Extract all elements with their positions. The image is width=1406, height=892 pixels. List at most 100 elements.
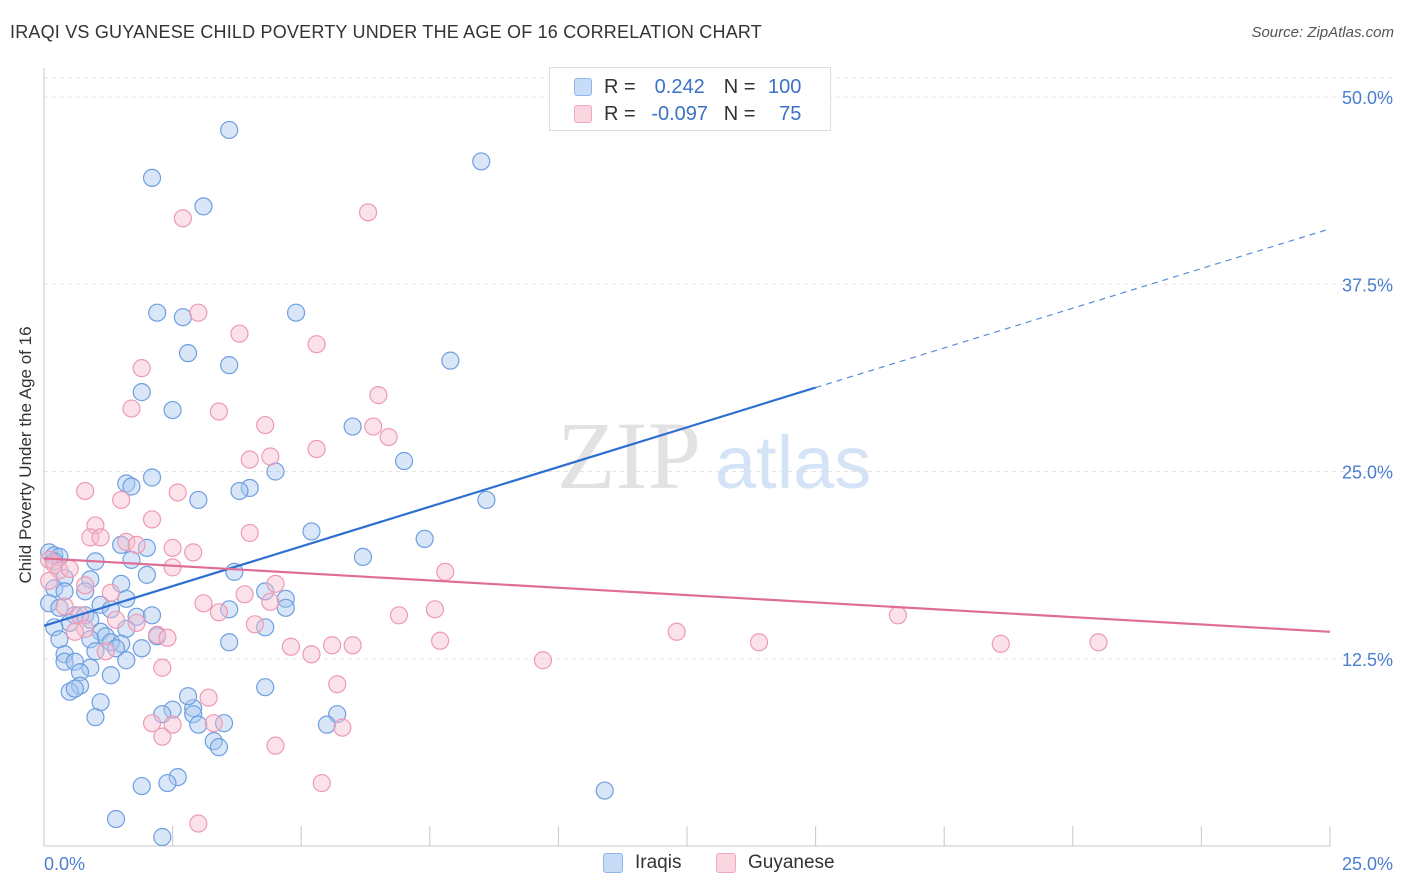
data-point-guyanese bbox=[209, 402, 228, 421]
data-point-iraqis bbox=[220, 356, 239, 375]
data-point-iraqis bbox=[70, 676, 90, 695]
data-point-guyanese bbox=[302, 645, 321, 664]
legend-item-iraqis[interactable]: Iraqis bbox=[603, 852, 681, 874]
data-point-guyanese bbox=[101, 583, 120, 602]
data-point-iraqis bbox=[76, 582, 95, 601]
data-point-iraqis bbox=[101, 666, 120, 685]
data-point-guyanese bbox=[60, 559, 79, 578]
data-point-guyanese bbox=[91, 528, 110, 547]
y-tick-label: 25.0% bbox=[1342, 463, 1393, 483]
data-point-guyanese bbox=[1089, 633, 1108, 652]
data-point-iraqis bbox=[394, 451, 414, 471]
data-point-guyanese bbox=[163, 558, 182, 577]
data-point-guyanese bbox=[76, 619, 95, 638]
data-point-iraqis bbox=[163, 400, 182, 420]
trend-layer bbox=[43, 228, 1331, 633]
data-point-guyanese bbox=[240, 523, 259, 543]
data-point-guyanese bbox=[209, 603, 228, 622]
data-point-iraqis bbox=[117, 474, 136, 493]
data-point-guyanese bbox=[888, 606, 908, 625]
data-point-guyanese bbox=[312, 773, 331, 793]
data-point-guyanese bbox=[281, 637, 301, 656]
legend-swatch-iraqis bbox=[603, 853, 623, 873]
data-point-guyanese bbox=[230, 324, 249, 343]
legend-item-guyanese[interactable]: Guyanese bbox=[716, 852, 835, 874]
watermark: ZIP atlas bbox=[557, 402, 871, 509]
data-point-guyanese bbox=[261, 592, 280, 611]
data-point-iraqis bbox=[214, 714, 234, 733]
trend-line-guyanese bbox=[43, 557, 1331, 633]
data-point-guyanese bbox=[261, 447, 280, 466]
data-point-iraqis bbox=[178, 344, 198, 363]
data-point-iraqis bbox=[96, 627, 115, 646]
data-point-iraqis bbox=[55, 645, 74, 664]
data-point-iraqis bbox=[137, 538, 156, 557]
data-point-iraqis bbox=[276, 598, 295, 617]
data-point-iraqis bbox=[256, 618, 275, 637]
data-point-iraqis bbox=[70, 663, 90, 682]
data-point-guyanese bbox=[425, 600, 445, 619]
data-point-iraqis bbox=[353, 547, 373, 566]
data-point-guyanese bbox=[266, 736, 285, 755]
trend-line-iraqis bbox=[43, 386, 816, 627]
data-point-iraqis bbox=[189, 490, 208, 510]
data-point-guyanese bbox=[436, 562, 455, 581]
data-point-iraqis bbox=[441, 351, 460, 370]
data-point-iraqis bbox=[106, 809, 126, 829]
data-point-guyanese bbox=[194, 594, 213, 613]
data-point-guyanese bbox=[235, 585, 254, 604]
data-point-iraqis bbox=[106, 639, 126, 658]
data-point-iraqis bbox=[184, 699, 203, 718]
data-point-iraqis bbox=[142, 468, 162, 487]
data-point-guyanese bbox=[132, 359, 151, 378]
data-point-guyanese bbox=[430, 631, 450, 650]
points-layer bbox=[40, 120, 1108, 847]
data-point-guyanese bbox=[240, 450, 259, 469]
legend-n-value: 75 bbox=[779, 102, 802, 125]
data-point-iraqis bbox=[317, 715, 337, 734]
data-point-guyanese bbox=[117, 532, 136, 552]
legend-r-value: 0.242 bbox=[654, 75, 705, 98]
data-point-guyanese bbox=[153, 658, 172, 677]
data-point-iraqis bbox=[112, 535, 131, 555]
data-point-iraqis bbox=[302, 522, 321, 541]
legend-n-value: 100 bbox=[768, 75, 802, 98]
x-tick-label: 25.0% bbox=[1342, 854, 1393, 874]
data-point-iraqis bbox=[142, 606, 162, 625]
data-point-guyanese bbox=[148, 625, 167, 644]
data-point-guyanese bbox=[245, 615, 265, 634]
data-point-iraqis bbox=[148, 303, 167, 322]
data-point-iraqis bbox=[189, 715, 208, 734]
series-guyanese bbox=[40, 203, 1108, 833]
data-point-guyanese bbox=[158, 628, 177, 647]
x-tick-label: 0.0% bbox=[44, 854, 85, 874]
data-point-guyanese bbox=[256, 415, 275, 435]
data-point-guyanese bbox=[163, 715, 182, 734]
data-point-iraqis bbox=[55, 652, 74, 671]
data-point-iraqis bbox=[40, 543, 59, 562]
data-point-guyanese bbox=[204, 714, 223, 733]
data-point-guyanese bbox=[369, 386, 388, 405]
data-point-iraqis bbox=[132, 639, 151, 658]
watermark-zip: ZIP bbox=[557, 402, 701, 509]
data-point-guyanese bbox=[379, 427, 398, 447]
data-point-guyanese bbox=[364, 417, 383, 436]
data-point-iraqis bbox=[142, 168, 162, 187]
data-point-guyanese bbox=[112, 490, 131, 510]
data-point-guyanese bbox=[127, 613, 146, 632]
data-point-guyanese bbox=[40, 571, 59, 590]
data-point-guyanese bbox=[142, 714, 162, 733]
data-point-guyanese bbox=[667, 622, 686, 641]
legend-swatch-guyanese bbox=[574, 105, 592, 123]
data-point-guyanese bbox=[307, 439, 326, 459]
data-point-guyanese bbox=[322, 636, 342, 655]
data-point-iraqis bbox=[40, 594, 59, 613]
stats-legend: R = 0.242 N = 100 R = -0.097 N = 75 bbox=[549, 67, 831, 131]
data-point-guyanese bbox=[55, 597, 74, 616]
series-legend: Iraqis Guyanese bbox=[0, 852, 1406, 878]
legend-r-label: R = bbox=[604, 75, 636, 98]
data-point-iraqis bbox=[256, 678, 275, 697]
data-point-guyanese bbox=[358, 203, 378, 222]
data-point-guyanese bbox=[328, 675, 347, 694]
